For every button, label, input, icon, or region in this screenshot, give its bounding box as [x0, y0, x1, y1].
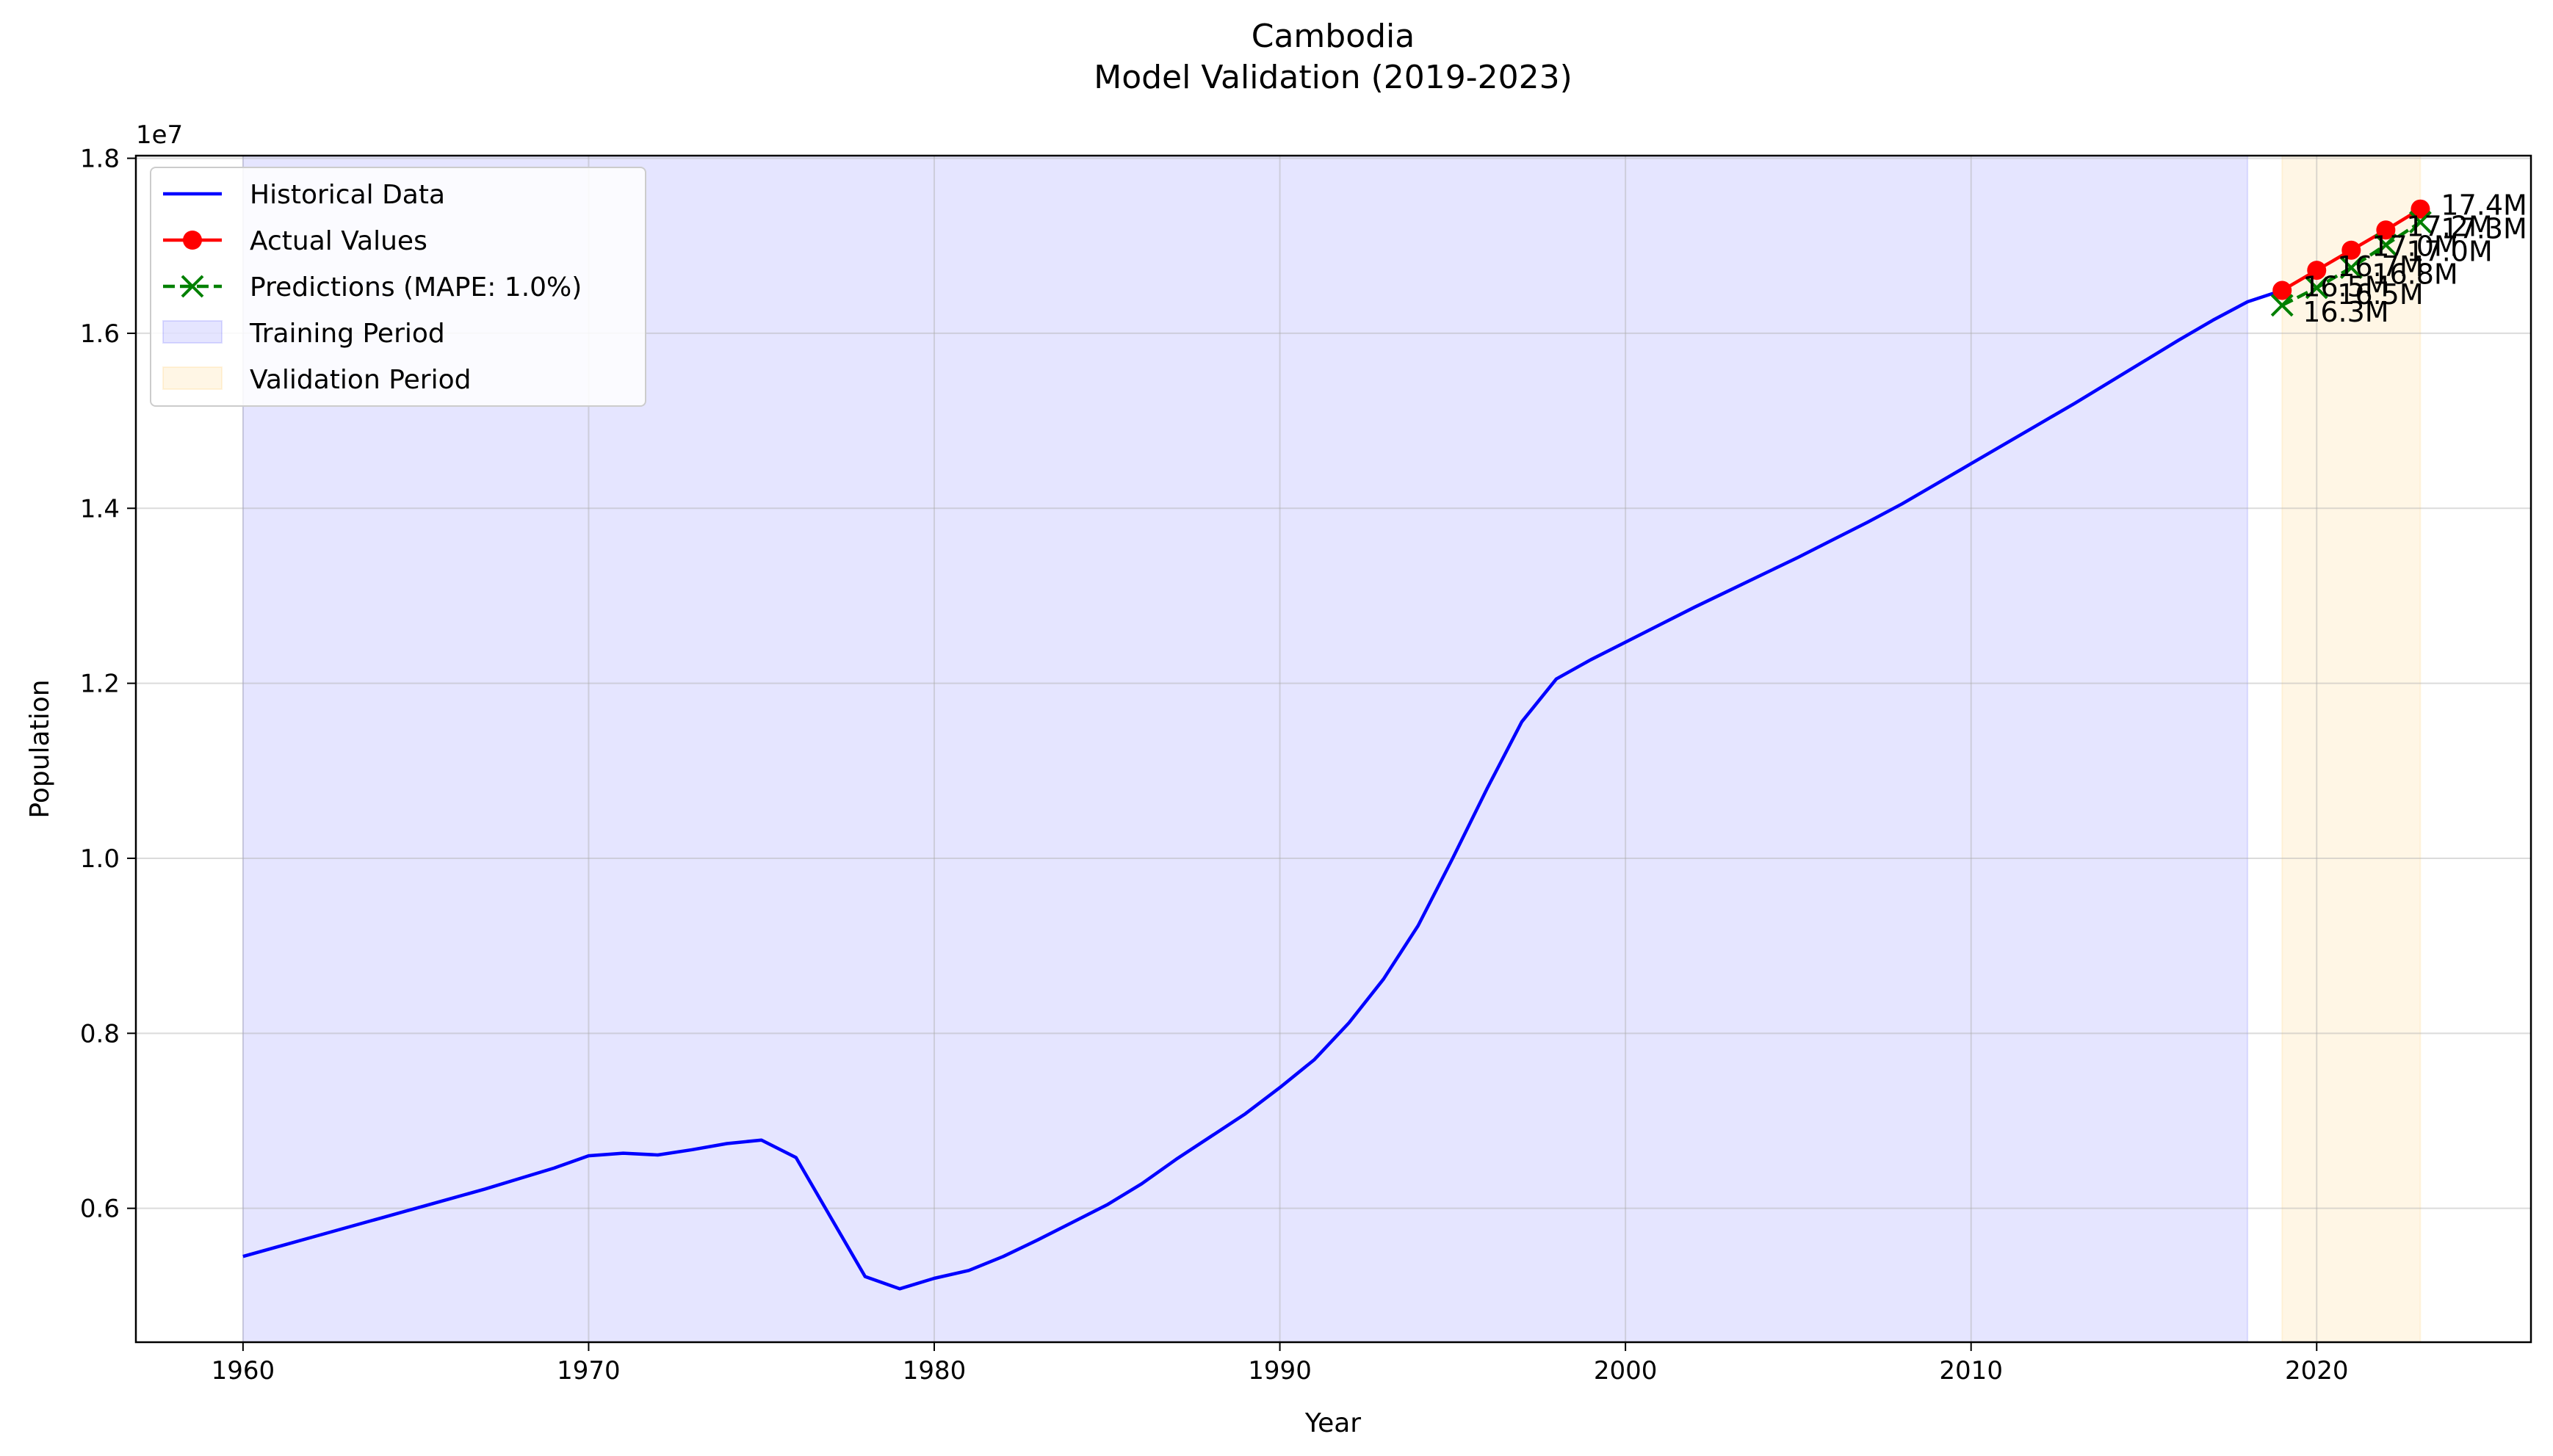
prediction-label: 16.8M	[2372, 258, 2458, 291]
y-axis-label: Population	[25, 679, 55, 818]
x-tick-label: 2020	[2285, 1356, 2349, 1386]
x-axis-ticks: 1960 1970 1980 1990 2000 2010 2020	[212, 1342, 2349, 1386]
legend-marker	[183, 231, 202, 250]
actual-value-point	[2376, 220, 2396, 240]
x-tick-label: 1980	[903, 1356, 967, 1386]
x-tick-label: 1990	[1248, 1356, 1312, 1386]
actual-value-point	[2411, 199, 2430, 219]
x-axis-label: Year	[1304, 1408, 1361, 1438]
y-axis-ticks: 0.6 0.8 1.0 1.2 1.4 1.6 1.8	[80, 145, 136, 1224]
prediction-point	[2270, 294, 2294, 317]
y-tick-label: 1.4	[80, 494, 120, 524]
historical-data-line	[242, 289, 2283, 1291]
legend-swatch	[162, 320, 223, 344]
actual-value-label: 17.4M	[2441, 189, 2527, 222]
prediction-label: 17.0M	[2406, 236, 2492, 268]
actual-value-point	[2307, 261, 2327, 280]
series-layer	[242, 199, 2432, 1291]
prediction-point	[2374, 233, 2397, 256]
y-tick-label: 1.0	[80, 844, 120, 874]
y-tick-label: 0.8	[80, 1019, 120, 1048]
chart-title: Cambodia	[1252, 18, 1415, 55]
prediction-point	[2305, 276, 2328, 300]
x-tick-label: 2010	[1939, 1356, 2003, 1386]
validation-period-span	[2281, 155, 2422, 1343]
x-tick-label: 1960	[212, 1356, 275, 1386]
plot-frame	[134, 154, 2532, 1344]
chart-subtitle: Model Validation (2019-2023)	[1094, 59, 1572, 96]
x-tick-label: 2000	[1594, 1356, 1658, 1386]
y-tick-label: 1.6	[80, 319, 120, 349]
legend-label: Training Period	[249, 319, 445, 349]
prediction-label: 17.3M	[2441, 213, 2527, 245]
legend-label: Predictions (MAPE: 1.0%)	[250, 272, 582, 303]
grid-lines	[136, 156, 2531, 1342]
legend: Historical Data Actual Values Predictions …	[150, 167, 646, 407]
y-tick-label: 1.8	[80, 145, 120, 174]
actual-value-point	[2341, 240, 2361, 260]
legend-swatch	[162, 366, 223, 390]
actual-value-label: 17.2M	[2406, 210, 2492, 242]
actual-value-label: 17.0M	[2372, 231, 2458, 263]
legend-label: Validation Period	[250, 365, 471, 395]
legend-box	[150, 167, 646, 407]
y-tick-label: 0.6	[80, 1195, 120, 1224]
actual-value-label: 16.5M	[2303, 271, 2388, 303]
actual-value-label: 16.7M	[2337, 250, 2423, 283]
legend-label: Actual Values	[250, 226, 427, 256]
legend-marker	[181, 275, 204, 298]
prediction-label: 16.3M	[2303, 296, 2388, 328]
prediction-point	[2409, 211, 2432, 233]
y-tick-label: 1.2	[80, 670, 120, 699]
y-offset-label: 1e7	[136, 120, 183, 150]
legend-label: Historical Data	[250, 180, 445, 210]
actual-value-point	[2272, 280, 2292, 300]
prediction-point	[2339, 256, 2363, 279]
x-tick-label: 1970	[557, 1356, 621, 1386]
prediction-label: 16.5M	[2337, 278, 2423, 311]
